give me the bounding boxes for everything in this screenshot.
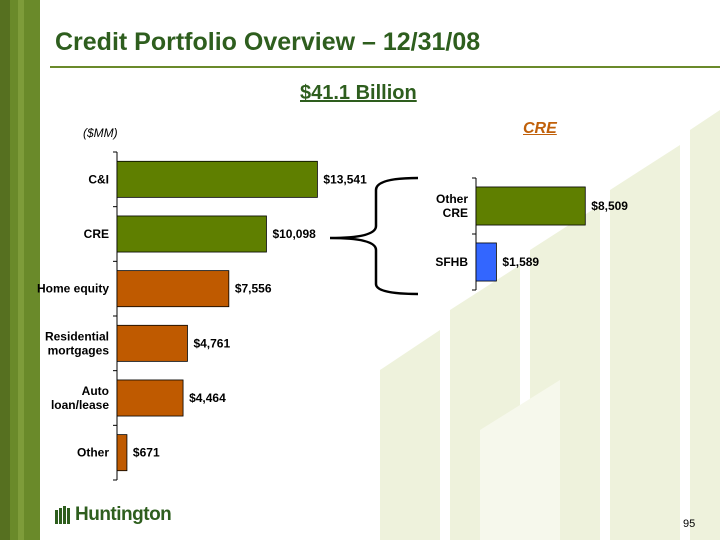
portfolio-data-label: $671 xyxy=(133,446,160,460)
cre-data-label: $1,589 xyxy=(502,255,539,269)
unit-label: ($MM) xyxy=(83,126,118,140)
left-bar-stripe xyxy=(18,0,24,540)
portfolio-category-label: Other xyxy=(77,446,109,460)
cre-category-label: SFHB xyxy=(435,255,468,269)
portfolio-bar xyxy=(116,270,230,308)
portfolio-data-label: $4,761 xyxy=(193,336,230,350)
portfolio-bar xyxy=(116,379,184,417)
cre-bar xyxy=(475,242,497,282)
cre-chart-heading: CRE xyxy=(523,120,557,137)
huntington-logo: Huntington xyxy=(55,504,172,526)
portfolio-category-label: CRE xyxy=(84,227,109,241)
portfolio-data-label: $7,556 xyxy=(235,282,272,296)
portfolio-data-label: $4,464 xyxy=(189,391,226,405)
portfolio-total: $41.1 Billion xyxy=(300,82,417,104)
logo-mark-icon xyxy=(55,506,70,524)
portfolio-category-label: C&I xyxy=(88,172,109,186)
cre-data-label: $8,509 xyxy=(591,199,628,213)
portfolio-bar xyxy=(116,160,318,198)
cre-category-label: Other CRE xyxy=(436,192,468,220)
portfolio-bar xyxy=(116,215,267,253)
portfolio-category-label: Home equity xyxy=(37,282,109,296)
portfolio-data-label: $13,541 xyxy=(323,172,367,186)
portfolio-bar xyxy=(116,324,188,362)
portfolio-category-label: Residential mortgages xyxy=(45,329,109,357)
portfolio-data-label: $10,098 xyxy=(272,227,316,241)
left-bar-stripe xyxy=(0,0,10,540)
logo-text: Huntington xyxy=(75,504,172,525)
cre-bar xyxy=(475,186,586,226)
title-divider xyxy=(50,66,720,68)
left-decorative-bar xyxy=(0,0,40,540)
portfolio-bar xyxy=(116,434,128,472)
slide-title: Credit Portfolio Overview – 12/31/08 xyxy=(55,28,481,56)
portfolio-category-label: Auto loan/lease xyxy=(51,384,109,412)
page-number: 95 xyxy=(683,518,696,530)
